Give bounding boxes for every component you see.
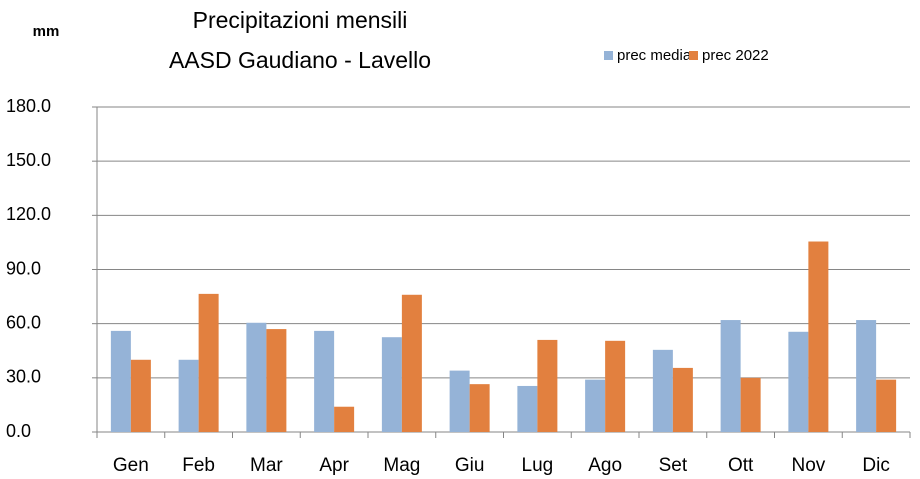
x-tick-label: Nov bbox=[791, 455, 825, 476]
bar bbox=[517, 385, 538, 432]
y-tick-label: 150.0 bbox=[6, 150, 51, 170]
x-tick-label: Mar bbox=[250, 455, 283, 476]
x-tick-label: Set bbox=[659, 455, 688, 476]
y-tick-label: 60.0 bbox=[6, 312, 41, 332]
bar bbox=[469, 384, 490, 432]
chart-title: AASD Gaudiano - Lavello bbox=[169, 47, 431, 73]
x-tick-label: Feb bbox=[182, 455, 215, 476]
legend-swatch bbox=[604, 51, 613, 60]
x-tick-label: Mag bbox=[383, 455, 420, 476]
bar bbox=[130, 359, 151, 432]
y-tick-label: 90.0 bbox=[6, 258, 41, 278]
bar bbox=[720, 320, 741, 432]
bar bbox=[110, 330, 131, 432]
y-tick-label: 30.0 bbox=[6, 367, 41, 387]
bar bbox=[585, 379, 606, 432]
y-tick-label: 180.0 bbox=[6, 96, 51, 116]
x-tick-label: Giu bbox=[455, 455, 485, 476]
y-tick-label: 120.0 bbox=[6, 204, 51, 224]
bar bbox=[605, 340, 626, 432]
legend-label: prec media bbox=[617, 47, 692, 64]
x-tick-label: Ott bbox=[728, 455, 754, 476]
chart-title: Precipitazioni mensili bbox=[193, 7, 408, 33]
bar bbox=[334, 406, 355, 432]
legend-swatch bbox=[689, 51, 698, 60]
legend-label: prec 2022 bbox=[702, 47, 769, 64]
bar bbox=[808, 241, 829, 432]
bar bbox=[740, 377, 761, 432]
bar bbox=[246, 322, 267, 432]
bar bbox=[856, 320, 877, 432]
bar bbox=[178, 359, 199, 432]
bar bbox=[788, 331, 809, 432]
bar bbox=[381, 337, 402, 432]
bar bbox=[449, 370, 470, 432]
bar bbox=[314, 330, 335, 432]
x-tick-label: Gen bbox=[113, 455, 149, 476]
y-axis-label: mm bbox=[33, 23, 60, 40]
y-tick-label: 0.0 bbox=[6, 421, 31, 441]
bar bbox=[198, 293, 219, 432]
bar bbox=[652, 349, 673, 432]
x-tick-label: Lug bbox=[522, 455, 554, 476]
bar bbox=[672, 367, 693, 432]
x-tick-label: Apr bbox=[319, 455, 349, 476]
bar bbox=[537, 339, 558, 432]
bar bbox=[401, 294, 422, 432]
bar bbox=[876, 379, 897, 432]
bar bbox=[266, 329, 287, 432]
x-tick-label: Dic bbox=[862, 455, 889, 476]
x-tick-label: Ago bbox=[588, 455, 622, 476]
